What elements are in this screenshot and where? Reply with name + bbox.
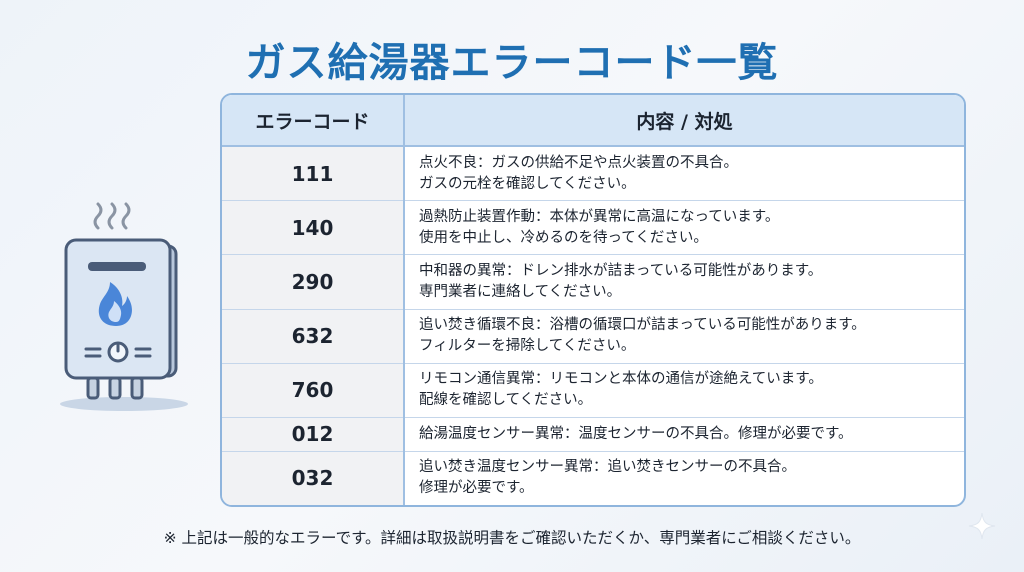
table-row: 290 中和器の異常：ドレン排水が詰まっている可能性があります。 専門業者に連絡… [222, 254, 964, 310]
error-code-table: エラーコード 内容 / 対処 111 点火不良：ガスの供給不足や点火装置の不具合… [220, 93, 966, 507]
water-heater-icon [60, 202, 188, 411]
description-line: 給湯温度センサー異常：温度センサーの不具合。修理が必要です。 [419, 425, 853, 442]
description-line: 追い焚き循環不良：浴槽の循環口が詰まっている可能性があります。 [419, 317, 866, 334]
table-row: 012 給湯温度センサー異常：温度センサーの不具合。修理が必要です。 [222, 417, 964, 452]
footnote: ※ 上記は一般的なエラーです。詳細は取扱説明書をご確認いただくか、専門業者にご相… [163, 529, 861, 547]
description-line: ガスの元栓を確認してください。 [419, 175, 636, 192]
description-cell: 追い焚き温度センサー異常：追い焚きセンサーの不具合。 修理が必要です。 [404, 451, 964, 505]
description-cell: 給湯温度センサー異常：温度センサーの不具合。修理が必要です。 [404, 417, 964, 452]
description-line: 追い焚き温度センサー異常：追い焚きセンサーの不具合。 [419, 459, 796, 476]
heater-pipes [86, 376, 144, 400]
error-code-cell: 760 [222, 363, 405, 418]
table-row: 111 点火不良：ガスの供給不足や点火装置の不具合。 ガスの元栓を確認してくださ… [222, 146, 964, 202]
description-cell: 中和器の異常：ドレン排水が詰まっている可能性があります。 専門業者に連絡してくだ… [404, 254, 964, 310]
description-cell: 過熱防止装置作動：本体が異常に高温になっています。 使用を中止し、冷めるのを待っ… [404, 200, 964, 256]
heater-display [88, 262, 146, 271]
description-line: 配線を確認してください。 [419, 392, 593, 409]
table-row: 632 追い焚き循環不良：浴槽の循環口が詰まっている可能性があります。 フィルタ… [222, 309, 964, 364]
description-cell: 点火不良：ガスの供給不足や点火装置の不具合。 ガスの元栓を確認してください。 [404, 146, 964, 202]
table-row: 140 過熱防止装置作動：本体が異常に高温になっています。 使用を中止し、冷める… [222, 200, 964, 256]
description-line: 点火不良：ガスの供給不足や点火装置の不具合。 [419, 154, 738, 171]
error-code-cell: 032 [222, 451, 405, 505]
header-content-action: 内容 / 対処 [404, 95, 964, 147]
description-cell: リモコン通信異常：リモコンと本体の通信が途絶えています。 配線を確認してください… [404, 363, 964, 418]
description-line: リモコン通信異常：リモコンと本体の通信が途絶えています。 [419, 371, 823, 388]
description-line: フィルターを掃除してください。 [419, 338, 636, 355]
table-row: 032 追い焚き温度センサー異常：追い焚きセンサーの不具合。 修理が必要です。 [222, 451, 964, 505]
description-line: 修理が必要です。 [419, 480, 534, 497]
sparkle-icon [968, 512, 996, 540]
description-line: 中和器の異常：ドレン排水が詰まっている可能性があります。 [419, 263, 823, 280]
error-code-cell: 012 [222, 417, 405, 452]
description-cell: 追い焚き循環不良：浴槽の循環口が詰まっている可能性があります。 フィルターを掃除… [404, 309, 964, 364]
steam-icon [93, 202, 131, 230]
description-line: 使用を中止し、冷めるのを待ってください。 [419, 229, 708, 246]
error-code-cell: 111 [222, 146, 405, 202]
table-header-row: エラーコード 内容 / 対処 [222, 95, 964, 147]
error-code-cell: 140 [222, 200, 405, 256]
table-row: 760 リモコン通信異常：リモコンと本体の通信が途絶えています。 配線を確認して… [222, 363, 964, 418]
error-code-cell: 632 [222, 309, 405, 364]
page-title: ガス給湯器エラーコード一覧 [245, 40, 779, 86]
description-line: 過熱防止装置作動：本体が異常に高温になっています。 [419, 208, 780, 225]
description-line: 専門業者に連絡してください。 [419, 284, 622, 301]
error-code-cell: 290 [222, 254, 405, 310]
header-error-code: エラーコード [222, 95, 405, 147]
heater-shadow [60, 397, 188, 411]
